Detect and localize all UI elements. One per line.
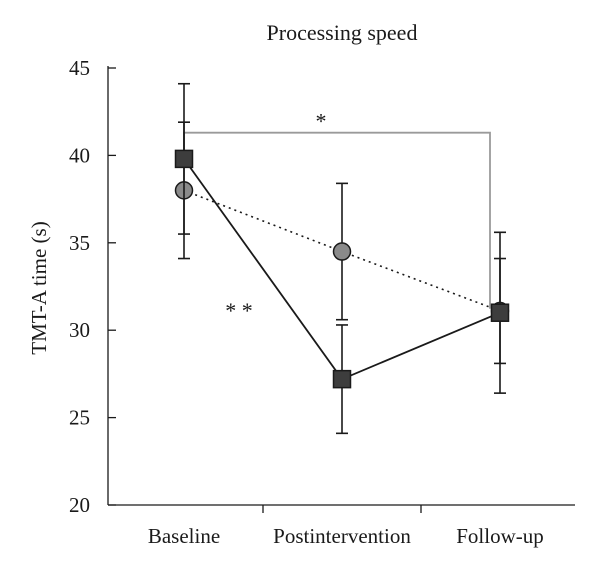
y-ticks: 20 25 30 35 40 45 — [69, 56, 116, 517]
x-tick-label: Baseline — [148, 524, 220, 548]
y-tick-label: 30 — [69, 318, 90, 342]
annotations: * * * — [183, 109, 491, 323]
chart-title: Processing speed — [267, 20, 418, 45]
y-tick-label: 25 — [69, 406, 90, 430]
data-point-square — [332, 369, 352, 389]
x-tick-label: Postintervention — [273, 524, 411, 548]
y-tick-label: 40 — [69, 143, 90, 167]
series-layer — [174, 82, 510, 435]
significance-double-star: * * — [225, 298, 253, 323]
significance-bracket — [183, 131, 491, 309]
significance-star: * — [316, 109, 327, 134]
x-tick-label: Follow-up — [456, 524, 544, 548]
x-ticks: Baseline Postintervention Follow-up — [148, 505, 544, 548]
y-tick-label: 20 — [69, 493, 90, 517]
y-tick-label: 35 — [69, 231, 90, 255]
data-point-circle — [332, 242, 352, 261]
y-tick-label: 45 — [69, 56, 90, 80]
data-point-square — [174, 149, 194, 169]
series-square — [174, 82, 510, 435]
y-axis-label: TMT-A time (s) — [27, 221, 51, 354]
data-point-square — [490, 303, 510, 322]
